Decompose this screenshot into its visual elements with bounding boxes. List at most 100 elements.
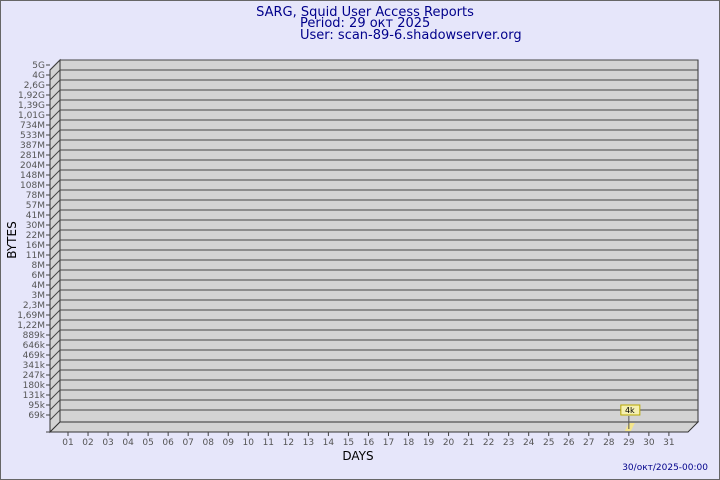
gridline-side — [49, 239, 61, 251]
gridline-side — [49, 379, 61, 391]
y-tick-label: 281M — [20, 151, 45, 161]
y-tick-label: 2,3M — [23, 301, 45, 311]
gridline-side — [49, 189, 61, 201]
gridline-side — [49, 269, 61, 281]
x-tick-label: 29 — [623, 438, 635, 448]
gridline-side — [49, 149, 61, 161]
x-tick-label: 30 — [643, 438, 655, 448]
y-tick-label: 734M — [20, 121, 45, 131]
y-tick-label: 41M — [26, 211, 45, 221]
x-tick-label: 11 — [263, 438, 274, 448]
y-tick-label: 387M — [20, 141, 45, 151]
gridline-side — [49, 369, 61, 381]
x-tick-label: 20 — [443, 438, 455, 448]
y-tick-label: 22M — [26, 231, 45, 241]
x-tick-label: 19 — [423, 438, 435, 448]
gridline-side — [49, 179, 61, 191]
gridline-side — [49, 59, 61, 71]
y-axis-label: BYTES — [5, 221, 19, 258]
y-tick-label: 4M — [32, 281, 46, 291]
x-tick-label: 18 — [403, 438, 415, 448]
y-tick-label: 69k — [28, 411, 45, 421]
x-tick-label: 21 — [463, 438, 474, 448]
gridline-side — [49, 99, 61, 111]
y-tick-label: 16M — [26, 241, 45, 251]
gridline-side — [49, 169, 61, 181]
y-tick-label: 30M — [26, 221, 45, 231]
bar-label-box — [620, 404, 641, 416]
y-tick-label: 247k — [23, 371, 46, 381]
x-tick-label: 31 — [663, 438, 674, 448]
y-tick-label: 341k — [23, 361, 46, 371]
x-tick-label: 12 — [283, 438, 294, 448]
gridline-side — [49, 349, 61, 361]
y-tick-label: 8M — [32, 261, 46, 271]
y-tick-label: 1,39G — [18, 101, 45, 111]
gridline-side — [49, 219, 61, 231]
x-tick-label: 27 — [583, 438, 594, 448]
y-tick-label: 2,6G — [24, 81, 45, 91]
gridline-side — [49, 249, 61, 261]
gridline-side — [49, 339, 61, 351]
y-tick-label: 4G — [32, 71, 45, 81]
gridline-side — [49, 359, 61, 371]
chart-period: Period: 29 окт 2025 — [300, 16, 430, 31]
gridline-side — [49, 319, 61, 331]
gridline-side — [49, 329, 61, 341]
y-tick-label: 533M — [20, 131, 45, 141]
x-tick-label: 10 — [243, 438, 255, 448]
x-tick-label: 17 — [383, 438, 394, 448]
x-tick-label: 25 — [543, 438, 554, 448]
y-tick-label: 204M — [20, 161, 45, 171]
gridline-side — [49, 209, 61, 221]
x-tick-label: 26 — [563, 438, 575, 448]
x-tick-label: 08 — [202, 438, 214, 448]
gridline-side — [49, 259, 61, 271]
y-tick-label: 469k — [23, 351, 46, 361]
gridline-side — [49, 229, 61, 241]
gridline-side — [49, 139, 61, 151]
x-tick-label: 16 — [363, 438, 375, 448]
gridline-side — [49, 309, 61, 321]
x-tick-label: 02 — [82, 438, 93, 448]
gridline-side — [49, 199, 61, 211]
y-tick-label: 131k — [23, 391, 46, 401]
plot-floor — [48, 421, 700, 433]
gridline-side — [49, 129, 61, 141]
y-tick-label: 108M — [20, 181, 45, 191]
x-axis-label: DAYS — [342, 449, 373, 463]
gridline-side — [49, 89, 61, 101]
bar-data-label: 4k — [625, 406, 635, 415]
y-tick-label: 1,22M — [17, 321, 45, 331]
gridline-side — [49, 399, 61, 411]
gridline-side — [49, 119, 61, 131]
generated-date: 30/окт/2025-00:00 — [622, 463, 708, 473]
gridline-side — [49, 389, 61, 401]
gridline-side — [49, 79, 61, 91]
y-tick-label: 5G — [32, 61, 45, 71]
chart-title: SARG, Squid User Access Reports — [256, 5, 474, 20]
gridline-side — [49, 299, 61, 311]
y-tick-label: 180k — [23, 381, 46, 391]
y-tick-label: 1,92G — [18, 91, 45, 101]
x-tick-label: 14 — [323, 438, 335, 448]
chart-user: User: scan-89-6.shadowserver.org — [300, 28, 522, 43]
y-tick-label: 889k — [23, 331, 46, 341]
y-tick-label: 11M — [26, 251, 45, 261]
x-tick-label: 01 — [62, 438, 73, 448]
x-tick-label: 15 — [343, 438, 354, 448]
gridline-side — [49, 289, 61, 301]
x-tick-label: 07 — [182, 438, 193, 448]
y-tick-label: 95k — [28, 401, 45, 411]
x-tick-label: 03 — [102, 438, 113, 448]
x-tick-label: 06 — [162, 438, 174, 448]
x-tick-label: 04 — [122, 438, 134, 448]
gridline-side — [49, 409, 61, 421]
y-tick-label: 1,69M — [17, 311, 45, 321]
y-tick-label: 148M — [20, 171, 45, 181]
y-tick-label: 646k — [23, 341, 46, 351]
bar — [624, 423, 635, 431]
y-tick-label: 3M — [32, 291, 46, 301]
plot-left-wall — [49, 58, 61, 434]
